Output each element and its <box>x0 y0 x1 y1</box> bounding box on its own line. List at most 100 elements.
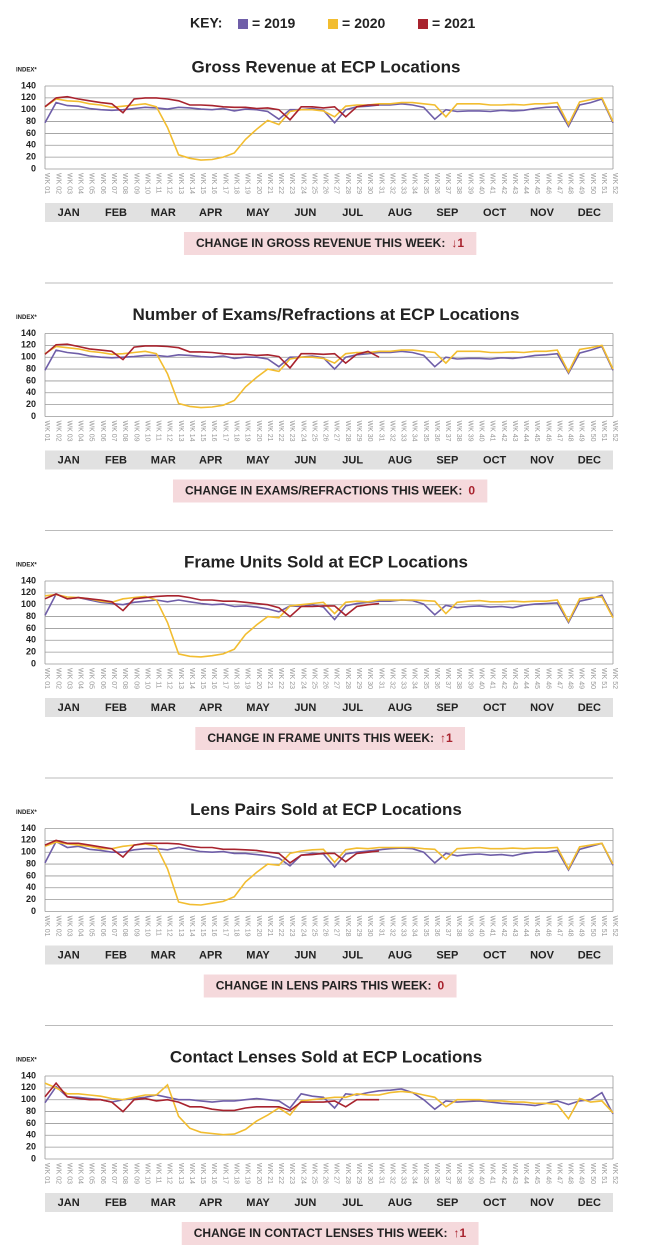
x-tick-label: WK 08 <box>121 421 128 442</box>
change-text: CHANGE IN GROSS REVENUE THIS WEEK: ↓1 <box>196 236 464 250</box>
x-tick-label: WK 15 <box>199 421 206 442</box>
month-label: FEB <box>105 1197 127 1209</box>
x-tick-label: WK 33 <box>400 668 407 689</box>
month-label: FEB <box>105 207 127 219</box>
x-tick-label: WK 06 <box>99 421 106 442</box>
x-tick-label: WK 13 <box>177 1163 184 1184</box>
month-label: DEC <box>578 454 601 466</box>
series-line <box>44 344 614 409</box>
change-box <box>195 727 465 750</box>
month-label: MAR <box>151 949 176 961</box>
month-label: SEP <box>436 207 458 219</box>
y-tick-label: 100 <box>21 1094 36 1104</box>
month-label: MAR <box>151 454 176 466</box>
x-tick-label: WK 09 <box>132 173 139 194</box>
change-box <box>183 232 477 255</box>
x-tick-label: WK 49 <box>578 173 585 194</box>
x-tick-label: WK 26 <box>322 173 329 194</box>
x-tick-label: WK 32 <box>388 173 395 194</box>
x-tick-label: WK 09 <box>132 668 139 689</box>
x-tick-label: WK 11 <box>155 173 162 194</box>
x-tick-label: WK 51 <box>600 1163 607 1184</box>
x-tick-label: WK 47 <box>555 916 562 937</box>
x-tick-label: WK 14 <box>188 173 195 194</box>
key-entry: = 2020 <box>342 15 386 31</box>
x-tick-label: WK 35 <box>422 421 429 442</box>
x-tick-label: WK 45 <box>533 421 540 442</box>
x-tick-label: WK 26 <box>322 1163 329 1184</box>
y-tick-label: 40 <box>26 635 36 645</box>
x-tick-label: WK 33 <box>400 1163 407 1184</box>
x-tick-label: WK 21 <box>266 916 273 937</box>
chart-title: Number of Exams/Refractions at ECP Locat… <box>132 305 519 324</box>
month-label: AUG <box>388 1197 412 1209</box>
x-tick-label: WK 44 <box>522 1163 529 1184</box>
x-tick-label: WK 24 <box>299 916 306 937</box>
month-label: JUN <box>294 1197 316 1209</box>
x-tick-label: WK 19 <box>244 916 251 937</box>
x-tick-label: WK 42 <box>500 916 507 937</box>
x-tick-label: WK 36 <box>433 421 440 442</box>
x-tick-label: WK 45 <box>533 173 540 194</box>
series-line <box>44 593 614 658</box>
x-tick-label: WK 29 <box>355 916 362 937</box>
month-label: MAR <box>151 702 176 714</box>
month-label: MAY <box>246 702 270 714</box>
month-label: APR <box>199 702 222 714</box>
x-tick-label: WK 36 <box>433 1163 440 1184</box>
change-value: ↓1 <box>451 236 464 250</box>
x-tick-label: WK 30 <box>366 173 373 194</box>
x-tick-label: WK 17 <box>221 421 228 442</box>
x-tick-label: WK 52 <box>611 173 618 194</box>
month-label: APR <box>199 949 222 961</box>
x-tick-label: WK 16 <box>210 1163 217 1184</box>
x-tick-label: WK 01 <box>43 173 50 194</box>
x-tick-label: WK 20 <box>255 421 262 442</box>
x-tick-label: WK 50 <box>589 668 596 689</box>
y-tick-label: 20 <box>26 894 36 904</box>
x-tick-label: WK 33 <box>400 421 407 442</box>
x-tick-label: WK 25 <box>310 173 317 194</box>
x-tick-label: WK 27 <box>333 173 340 194</box>
x-tick-label: WK 12 <box>166 173 173 194</box>
x-tick-label: WK 23 <box>288 1163 295 1184</box>
key-separator: = <box>252 15 260 31</box>
month-label: OCT <box>483 454 507 466</box>
series-line <box>44 345 614 375</box>
chart-title: Frame Units Sold at ECP Locations <box>184 552 468 571</box>
x-tick-label: WK 44 <box>522 916 529 937</box>
x-tick-label: WK 38 <box>455 1163 462 1184</box>
x-tick-label: WK 46 <box>544 421 551 442</box>
x-tick-label: WK 25 <box>310 1163 317 1184</box>
x-tick-label: WK 34 <box>411 916 418 937</box>
month-label: DEC <box>578 1197 601 1209</box>
x-tick-label: WK 02 <box>54 668 61 689</box>
x-tick-label: WK 41 <box>489 668 496 689</box>
month-label: APR <box>199 207 222 219</box>
month-label: FEB <box>105 454 127 466</box>
x-tick-label: WK 28 <box>344 421 351 442</box>
x-tick-label: WK 49 <box>578 1163 585 1184</box>
y-tick-label: 60 <box>26 870 36 880</box>
x-tick-label: WK 03 <box>65 1163 72 1184</box>
y-tick-label: 0 <box>31 163 36 173</box>
x-tick-label: WK 34 <box>411 1163 418 1184</box>
x-tick-label: WK 25 <box>310 916 317 937</box>
x-tick-label: WK 44 <box>522 173 529 194</box>
series-line <box>44 839 380 864</box>
month-label: JAN <box>58 702 80 714</box>
month-label: FEB <box>105 702 127 714</box>
key-label: KEY: <box>190 15 222 31</box>
y-tick-label: 0 <box>31 1153 36 1163</box>
x-tick-label: WK 10 <box>143 173 150 194</box>
y-tick-label: 100 <box>21 599 36 609</box>
month-label: NOV <box>530 454 555 466</box>
x-tick-label: WK 50 <box>589 1163 596 1184</box>
x-tick-label: WK 13 <box>177 173 184 194</box>
series-line <box>44 1085 614 1115</box>
key-separator: = <box>432 15 440 31</box>
x-tick-label: WK 37 <box>444 1163 451 1184</box>
x-tick-label: WK 24 <box>299 173 306 194</box>
x-tick-label: WK 20 <box>255 173 262 194</box>
x-tick-label: WK 23 <box>288 916 295 937</box>
